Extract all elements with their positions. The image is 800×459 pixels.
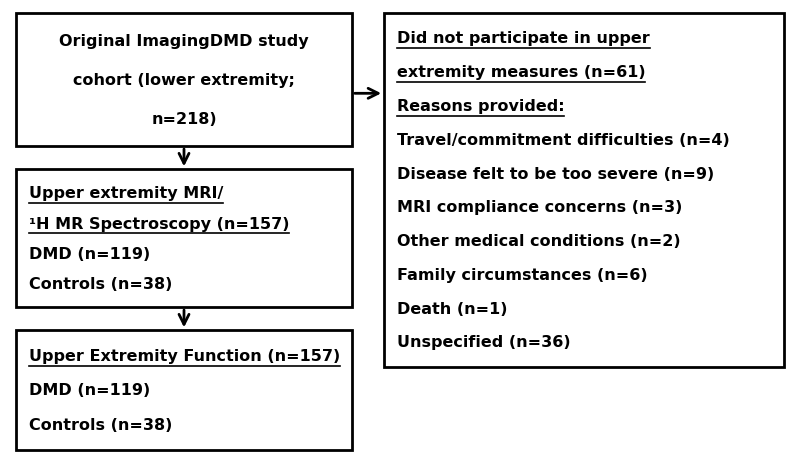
Bar bbox=[16, 330, 352, 450]
Bar bbox=[16, 14, 352, 147]
Text: Controls (n=38): Controls (n=38) bbox=[29, 277, 172, 291]
Text: Death (n=1): Death (n=1) bbox=[397, 301, 507, 316]
Text: DMD (n=119): DMD (n=119) bbox=[29, 246, 150, 261]
Bar bbox=[16, 170, 352, 308]
Text: Other medical conditions (n=2): Other medical conditions (n=2) bbox=[397, 234, 681, 248]
Text: Travel/commitment difficulties (n=4): Travel/commitment difficulties (n=4) bbox=[397, 133, 730, 147]
Bar bbox=[384, 14, 784, 367]
Text: Did not participate in upper: Did not participate in upper bbox=[397, 31, 650, 46]
Text: Family circumstances (n=6): Family circumstances (n=6) bbox=[397, 267, 647, 282]
Text: cohort (lower extremity;: cohort (lower extremity; bbox=[73, 73, 295, 88]
Text: Controls (n=38): Controls (n=38) bbox=[29, 417, 172, 432]
Text: Reasons provided:: Reasons provided: bbox=[397, 99, 565, 114]
Text: MRI compliance concerns (n=3): MRI compliance concerns (n=3) bbox=[397, 200, 682, 215]
Text: Upper Extremity Function (n=157): Upper Extremity Function (n=157) bbox=[29, 348, 340, 364]
Text: ¹H MR Spectroscopy (n=157): ¹H MR Spectroscopy (n=157) bbox=[29, 216, 290, 231]
Text: Original ImagingDMD study: Original ImagingDMD study bbox=[59, 34, 309, 49]
Text: Disease felt to be too severe (n=9): Disease felt to be too severe (n=9) bbox=[397, 166, 714, 181]
Text: n=218): n=218) bbox=[151, 112, 217, 127]
Text: Upper extremity MRI/: Upper extremity MRI/ bbox=[29, 186, 223, 201]
Text: DMD (n=119): DMD (n=119) bbox=[29, 383, 150, 397]
Text: Unspecified (n=36): Unspecified (n=36) bbox=[397, 335, 570, 350]
Text: extremity measures (n=61): extremity measures (n=61) bbox=[397, 65, 646, 80]
